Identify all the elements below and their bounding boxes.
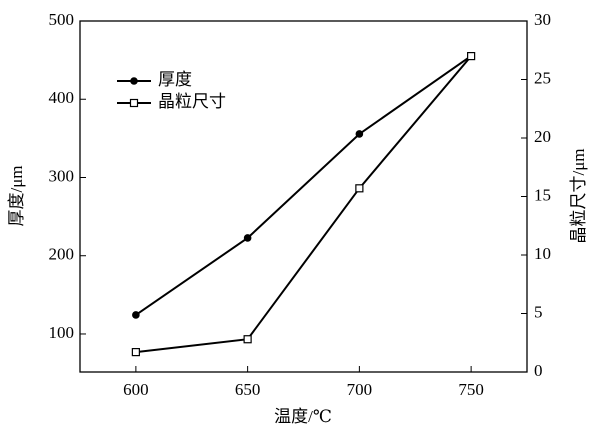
y-tick-label: 200 — [49, 245, 75, 264]
x-tick-label: 650 — [235, 380, 261, 399]
plot-frame — [79, 20, 528, 373]
marker — [355, 184, 364, 193]
y2-tick-label: 0 — [534, 361, 543, 380]
marker — [132, 311, 140, 319]
series-line — [135, 55, 472, 354]
legend-marker — [130, 77, 138, 85]
x-tick-label: 600 — [123, 380, 149, 399]
y2-axis-label: 晶粒尺寸/μm — [569, 148, 588, 243]
series-line — [135, 55, 472, 316]
x-tick-label: 700 — [347, 380, 373, 399]
legend-marker — [129, 98, 139, 108]
y-tick-label: 100 — [49, 323, 75, 342]
y-tick-label: 300 — [49, 166, 75, 185]
x-axis-label: 温度/℃ — [274, 407, 332, 426]
marker — [243, 234, 252, 242]
y-axis-label: 厚度/μm — [7, 165, 26, 226]
marker — [131, 348, 140, 357]
x-tick-label: 750 — [458, 380, 484, 399]
y-tick-label: 500 — [49, 10, 75, 29]
y2-tick-label: 30 — [534, 10, 551, 29]
marker — [243, 335, 252, 344]
marker — [467, 51, 476, 61]
legend-label: 晶粒尺寸 — [158, 92, 226, 111]
y2-tick-label: 5 — [534, 302, 543, 321]
y2-tick-label: 15 — [534, 185, 551, 204]
y2-tick-label: 10 — [534, 244, 551, 263]
y2-tick-label: 20 — [534, 127, 551, 146]
marker — [355, 130, 364, 138]
y2-tick-label: 25 — [534, 68, 551, 87]
legend-label: 厚度 — [158, 70, 192, 89]
y-tick-label: 400 — [49, 88, 75, 107]
